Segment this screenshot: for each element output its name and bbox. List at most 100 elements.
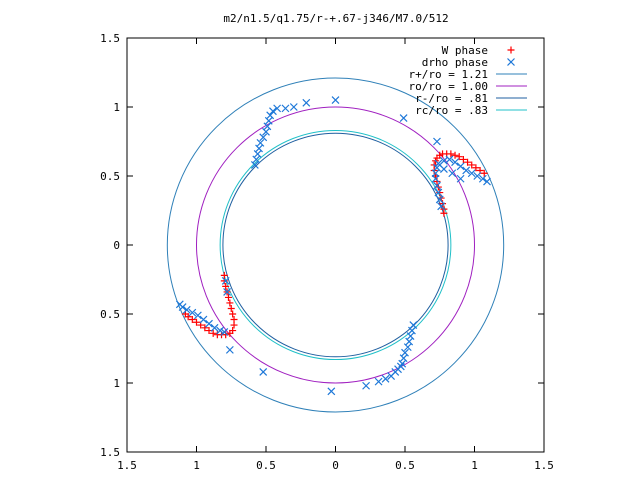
data-point — [439, 165, 448, 174]
data-point — [209, 329, 217, 337]
data-point — [464, 158, 472, 166]
data-point — [467, 169, 476, 178]
data-point — [362, 381, 371, 390]
data-point — [447, 150, 455, 158]
legend-label: r+/ro = 1.21 — [409, 68, 488, 81]
data-point — [178, 303, 187, 312]
data-point — [433, 181, 441, 190]
data-point — [216, 326, 225, 335]
data-point — [220, 328, 229, 336]
data-point — [455, 153, 463, 161]
data-point — [433, 137, 441, 146]
y-tick-label: 1.5 — [100, 32, 120, 45]
data-point — [213, 331, 221, 339]
data-point — [266, 111, 275, 120]
data-point — [433, 163, 441, 172]
data-point — [381, 374, 390, 383]
data-point — [448, 169, 457, 178]
y-tick-label: 1 — [113, 101, 120, 114]
data-point — [472, 164, 480, 172]
x-tick-label: 0.5 — [395, 459, 415, 472]
data-point — [222, 282, 230, 290]
circle-1 — [166, 77, 505, 413]
data-point — [230, 321, 238, 329]
data-point — [403, 343, 412, 352]
legend-marker — [507, 46, 515, 54]
data-point — [210, 323, 219, 332]
legend-label: rc/ro = .83 — [415, 104, 488, 117]
data-point — [456, 174, 465, 183]
x-tick-label: 1 — [471, 459, 478, 472]
data-point — [188, 316, 196, 324]
data-point — [439, 200, 447, 208]
data-point — [435, 195, 444, 204]
legend-marker — [507, 58, 515, 66]
data-point — [436, 189, 444, 197]
data-point — [480, 169, 488, 177]
data-point — [483, 177, 491, 186]
data-point — [431, 174, 440, 183]
data-point — [256, 138, 265, 147]
data-point — [434, 188, 443, 197]
data-point — [462, 166, 471, 175]
series-2 — [175, 96, 491, 396]
chart-title: m2/n1.5/q1.75/r-+.67-j346/M7.0/512 — [223, 12, 448, 25]
data-point — [220, 277, 228, 285]
data-point — [269, 107, 277, 116]
data-point — [199, 315, 208, 324]
x-tick-label: 0 — [332, 459, 339, 472]
data-point — [201, 324, 209, 332]
y-tick-label: 0.5 — [100, 170, 120, 183]
data-point — [259, 368, 268, 376]
data-point — [273, 104, 282, 113]
data-point — [374, 377, 383, 386]
circle-3 — [222, 132, 449, 358]
legend-label: r-/ro = .81 — [415, 92, 488, 105]
series-1 — [181, 150, 488, 339]
circle-2 — [196, 106, 475, 384]
data-point — [182, 305, 191, 314]
data-point — [399, 114, 408, 122]
data-point — [221, 276, 230, 285]
y-tick-label: 1 — [113, 377, 120, 390]
y-tick-label: 0.5 — [100, 308, 120, 321]
y-tick-label: 1.5 — [100, 446, 120, 459]
x-tick-label: 1.5 — [534, 459, 554, 472]
data-point — [226, 329, 234, 337]
axis-ticks: 1.5 1 0.5 0 0.5 1 1.51.510.500.511.5 — [100, 32, 554, 472]
data-point — [225, 345, 234, 354]
data-point — [193, 311, 202, 320]
data-point — [188, 308, 197, 317]
data-point — [259, 133, 268, 142]
data-point — [327, 387, 336, 396]
data-point — [468, 161, 476, 169]
x-tick-label: 0.5 — [256, 459, 276, 472]
y-tick-label: 0 — [113, 239, 120, 252]
data-point — [459, 155, 467, 163]
data-point — [223, 287, 232, 296]
data-series — [175, 96, 491, 396]
data-point — [451, 158, 459, 167]
data-point — [331, 96, 340, 105]
data-point — [227, 304, 235, 312]
data-point — [205, 319, 213, 328]
data-point — [437, 202, 446, 211]
data-point — [473, 172, 482, 180]
data-point — [478, 174, 487, 183]
data-point — [224, 293, 232, 301]
data-point — [445, 155, 454, 164]
data-point — [289, 103, 298, 111]
data-point — [387, 372, 396, 381]
legend-label: W phase — [442, 44, 488, 57]
x-tick-label: 1.5 — [117, 459, 137, 472]
data-point — [226, 299, 234, 307]
legend-label: ro/ro = 1.00 — [409, 80, 488, 93]
data-point — [281, 104, 290, 113]
data-point — [451, 151, 459, 159]
data-point — [456, 162, 465, 171]
circle-4 — [219, 129, 452, 361]
data-point — [302, 98, 311, 107]
data-point — [193, 318, 200, 326]
reference-circles — [166, 77, 505, 413]
